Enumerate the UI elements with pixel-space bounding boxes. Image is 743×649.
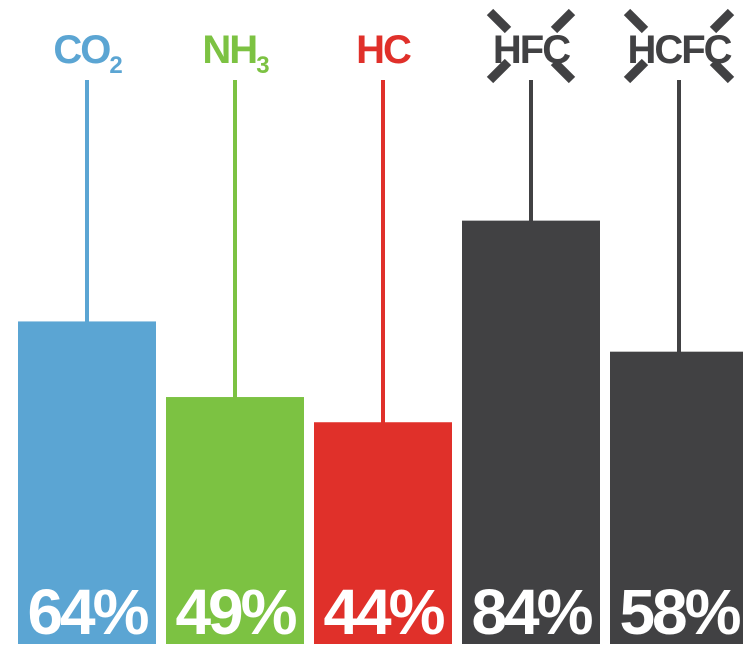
cross-stroke: [623, 8, 649, 34]
value-label: 64%: [27, 576, 148, 648]
cross-stroke: [709, 8, 735, 34]
cross-stroke: [486, 8, 512, 34]
bar: [166, 397, 304, 644]
bar: [610, 351, 743, 644]
cross-stroke: [550, 58, 576, 84]
bar: [314, 422, 452, 644]
bar: [18, 321, 156, 644]
category-label: CO2: [53, 28, 122, 79]
value-label: 49%: [175, 576, 296, 648]
value-label: 58%: [619, 576, 740, 648]
category-label: HC: [356, 28, 411, 72]
value-label: 44%: [323, 576, 444, 648]
cross-stroke: [550, 8, 576, 34]
cross-stroke: [623, 58, 649, 84]
crossed-out-icon: [486, 8, 576, 84]
bar: [462, 220, 600, 644]
crossed-out-icon: [623, 8, 735, 84]
cross-stroke: [709, 58, 735, 84]
value-label: 84%: [471, 576, 592, 648]
cross-stroke: [486, 58, 512, 84]
category-label: NH3: [202, 28, 269, 79]
